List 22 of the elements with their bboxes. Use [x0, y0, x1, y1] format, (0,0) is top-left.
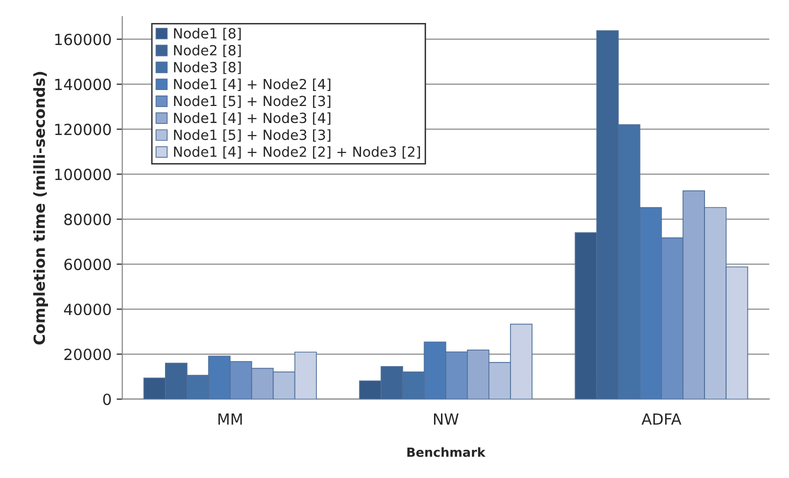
- legend-label: Node1 [5] + Node3 [3]: [174, 129, 330, 142]
- x-axis-title: Benchmark: [407, 447, 486, 457]
- legend-label: Node3 [8]: [174, 62, 241, 74]
- y-tick-label: 160000: [55, 34, 111, 46]
- y-tick-label: 140000: [55, 78, 111, 90]
- legend-label: Node1 [4] + Node2 [2] + Node3 [2]: [174, 146, 420, 159]
- legend-label: Node1 [4] + Node3 [4]: [174, 112, 330, 125]
- legend-label: Node2 [8]: [174, 44, 241, 58]
- y-axis-title: Completion time (milli-seconds): [33, 72, 48, 344]
- legend-label: Node1 [5] + Node2 [3]: [174, 95, 330, 108]
- x-tick-label: ADFA: [642, 413, 682, 425]
- legend-label: Node1 [4] + Node2 [4]: [174, 78, 330, 91]
- x-tick-label: MM: [218, 413, 242, 425]
- y-tick-label: 40000: [64, 304, 111, 316]
- y-tick-label: 60000: [64, 258, 111, 270]
- y-tick-label: 0: [103, 394, 111, 406]
- y-tick-label: 100000: [55, 168, 111, 180]
- legend-label: Node1 [8]: [174, 28, 241, 40]
- y-tick-label: 120000: [55, 124, 111, 136]
- y-tick-label: 20000: [64, 348, 111, 360]
- x-tick-label: NW: [434, 413, 459, 425]
- y-tick-label: 80000: [64, 214, 111, 226]
